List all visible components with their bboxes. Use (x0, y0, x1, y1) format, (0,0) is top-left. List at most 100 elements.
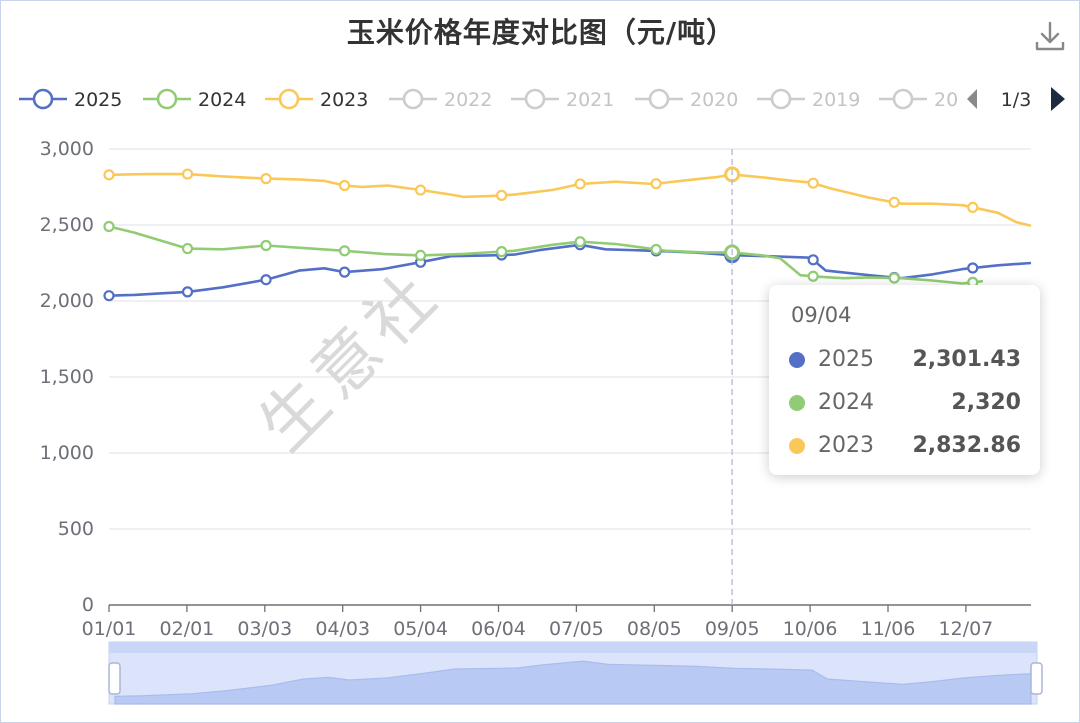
point-2023 (574, 178, 586, 190)
tooltip-value: 2,301.43 (912, 347, 1021, 372)
zoom-handle-left[interactable] (108, 662, 121, 695)
tooltip-dot-2025 (789, 352, 805, 368)
point-2023 (496, 189, 508, 201)
point-2024 (888, 272, 900, 284)
point-2025 (260, 274, 272, 286)
y-tick-label: 3,000 (40, 138, 94, 160)
legend-item-2024[interactable]: 2024 (143, 88, 246, 111)
legend-label: 20 (934, 89, 958, 111)
x-tick-label: 07/05 (549, 618, 604, 640)
legend-label: 2024 (198, 89, 246, 111)
point-2025 (967, 262, 979, 274)
y-tick-label: 500 (58, 518, 94, 540)
point-2023 (414, 184, 427, 196)
point-2024 (103, 220, 115, 233)
legend-item-2021[interactable]: 2021 (511, 88, 614, 111)
x-tick-label: 12/07 (939, 618, 994, 640)
tooltip-value: 2,320 (951, 390, 1021, 415)
download-icon[interactable] (1033, 19, 1067, 53)
legend-swatch-marker (402, 88, 424, 110)
point-2023 (181, 168, 194, 180)
legend-swatch-marker (278, 88, 300, 110)
tooltip-series-name: 2024 (818, 390, 874, 415)
legend-page-indicator: 1/3 (1001, 89, 1032, 111)
legend-swatch-marker (32, 88, 54, 110)
legend-label: 2022 (444, 89, 492, 111)
x-tick-label: 09/05 (705, 618, 760, 640)
y-tick-label: 1,000 (40, 442, 94, 464)
legend-item-2025[interactable]: 2025 (19, 88, 122, 111)
point-2024 (260, 239, 272, 252)
point-2024 (496, 246, 508, 258)
point-2024 (650, 243, 662, 256)
tooltip-dot-2023 (789, 438, 805, 454)
x-tick-label: 03/03 (237, 618, 292, 640)
legend-swatch-marker (770, 88, 792, 110)
x-tick-label: 11/06 (861, 618, 916, 640)
legend-swatch-marker (524, 88, 546, 110)
legend-item-2023[interactable]: 2023 (265, 88, 368, 111)
chart-title: 玉米价格年度对比图（元/吨） (346, 16, 736, 49)
tooltip-series-name: 2025 (818, 347, 874, 372)
tooltip-date: 09/04 (791, 303, 852, 327)
point-2024 (181, 242, 194, 255)
legend-label: 2023 (320, 89, 368, 111)
point-2024 (414, 249, 427, 261)
y-tick-label: 2,500 (40, 214, 94, 236)
point-2023 (260, 173, 272, 185)
zoom-handle-right[interactable] (1030, 662, 1043, 695)
tooltip-row-2025: 2025 2,301.43 (789, 345, 1021, 375)
series-line-2025 (108, 243, 1032, 297)
point-2023 (650, 178, 662, 190)
tooltip-row-2023: 2023 2,832.86 (789, 431, 1021, 461)
legend-label: 2021 (566, 89, 614, 111)
point-2023 (967, 201, 979, 214)
x-tick-label: 05/04 (393, 618, 448, 640)
x-tick-label: 02/01 (160, 618, 215, 640)
x-tick-label: 10/06 (783, 618, 838, 640)
legend-label: 2019 (812, 89, 860, 111)
watermark: 生意社 (244, 254, 455, 465)
x-tick-label: 04/03 (315, 618, 370, 640)
legend-label: 2020 (690, 89, 738, 111)
legend-swatch-marker (892, 88, 914, 110)
point-2024 (574, 236, 586, 248)
zoom-preview-area (114, 660, 1032, 705)
legend-item-20[interactable]: 20 (879, 88, 958, 111)
x-tick-label: 06/04 (471, 618, 526, 640)
legend-swatch-marker (648, 88, 670, 110)
tooltip: 09/04 2025 2,301.43 2024 2,320 2023 2,83… (769, 285, 1040, 475)
zoom-move-bar[interactable] (109, 642, 1037, 653)
point-2023 (338, 179, 351, 192)
y-tick-label: 2,000 (40, 290, 94, 312)
series-line-2024 (108, 225, 984, 285)
tooltip-value: 2,832.86 (912, 433, 1021, 458)
y-tick-label: 1,500 (40, 366, 94, 388)
point-2025 (103, 290, 115, 302)
legend-swatch-marker (156, 88, 178, 110)
point-2023 (807, 177, 819, 189)
point-2025 (338, 266, 351, 278)
legend-item-2019[interactable]: 2019 (757, 88, 860, 111)
legend-item-2022[interactable]: 2022 (389, 88, 492, 111)
tooltip-dot-2024 (789, 395, 805, 411)
data-zoom-slider[interactable] (108, 641, 1043, 705)
point-2024 (807, 270, 819, 282)
legend-item-2020[interactable]: 2020 (635, 88, 738, 111)
point-2023 (103, 169, 115, 181)
tooltip-series-name: 2023 (818, 433, 874, 458)
point-2023 (888, 196, 900, 208)
legend-prev-arrow-icon[interactable] (967, 89, 977, 109)
point-2024 (338, 245, 351, 257)
x-tick-label: 01/01 (82, 618, 137, 640)
legend-label: 2025 (74, 89, 122, 111)
point-2025 (807, 254, 819, 266)
x-tick-label: 08/05 (627, 618, 682, 640)
y-axis: 0 500 1,000 1,500 2,000 2,500 3,000 (40, 138, 94, 616)
legend-next-arrow-icon[interactable] (1051, 87, 1065, 111)
tooltip-row-2024: 2024 2,320 (789, 388, 1021, 418)
point-2025 (181, 286, 194, 298)
series-markers (103, 166, 979, 302)
x-axis: 01/01 02/01 03/03 04/03 05/04 06/04 07/05 08/05… (82, 604, 1031, 640)
